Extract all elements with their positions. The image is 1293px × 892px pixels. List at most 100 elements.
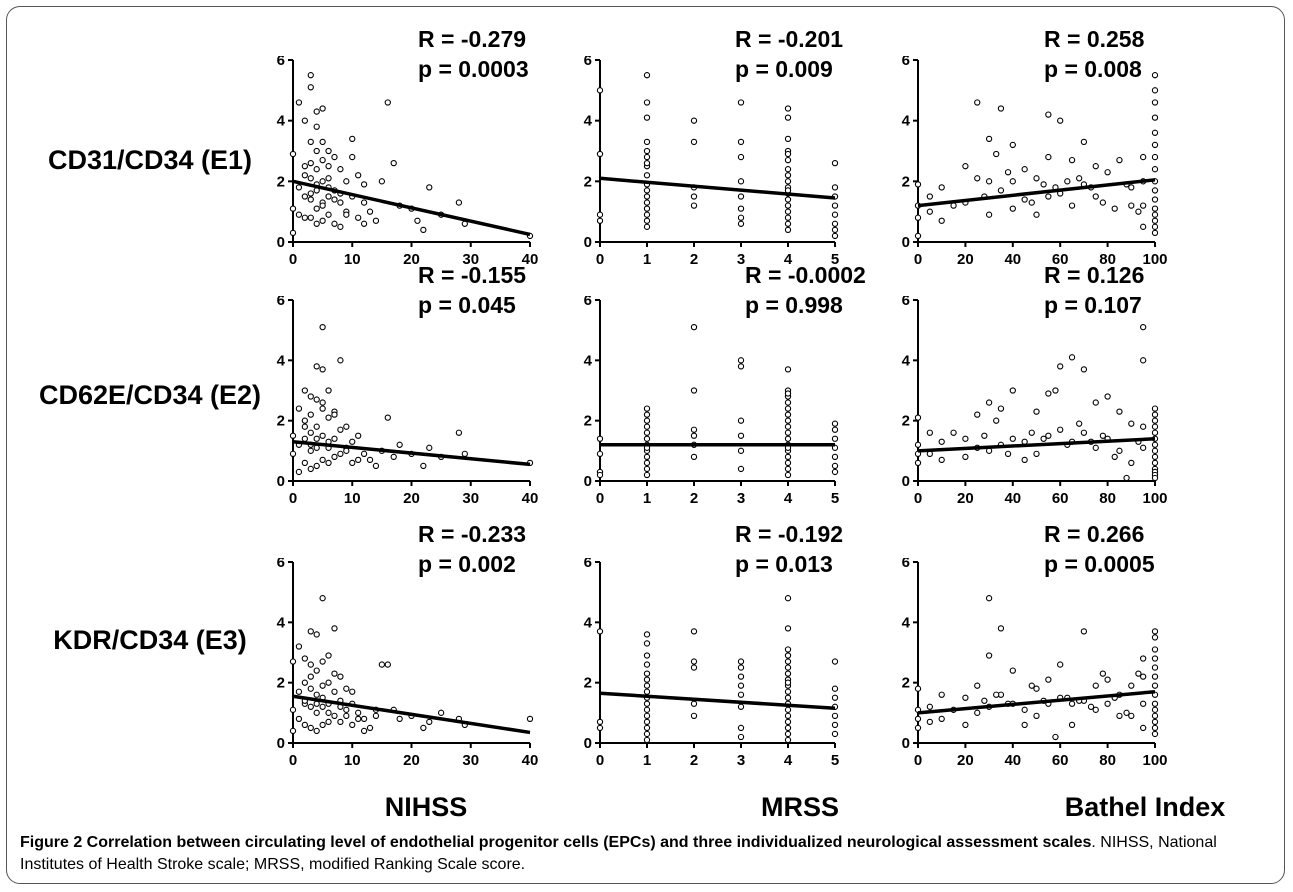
data-point bbox=[355, 715, 362, 723]
data-point bbox=[1104, 393, 1111, 400]
data-point bbox=[974, 709, 981, 716]
data-point bbox=[784, 135, 792, 143]
data-point bbox=[643, 217, 651, 224]
data-point bbox=[301, 423, 308, 430]
data-point bbox=[938, 456, 945, 464]
data-point bbox=[319, 456, 326, 464]
data-point bbox=[307, 685, 314, 692]
data-point bbox=[1151, 429, 1159, 436]
data-point bbox=[950, 429, 957, 436]
y-tick-label: 4 bbox=[584, 614, 593, 631]
data-point bbox=[643, 682, 651, 689]
scatter-panel-1-1: 0 2 4 6 0 1 2 3 4 5 bbox=[584, 296, 840, 507]
data-point bbox=[343, 211, 350, 218]
data-point bbox=[1021, 456, 1028, 464]
data-point bbox=[643, 453, 651, 461]
data-point bbox=[1009, 205, 1016, 212]
regression-line bbox=[917, 178, 1156, 208]
x-tick-label: 3 bbox=[737, 752, 745, 769]
data-point bbox=[319, 721, 326, 729]
x-tick-label: 0 bbox=[596, 251, 604, 268]
data-point bbox=[366, 724, 374, 732]
data-point bbox=[289, 706, 297, 713]
data-point bbox=[938, 217, 945, 224]
regression-line bbox=[599, 176, 836, 200]
data-point bbox=[372, 712, 380, 719]
y-tick-label: 4 bbox=[584, 113, 593, 130]
data-point bbox=[1099, 670, 1107, 677]
data-point bbox=[1076, 420, 1083, 427]
data-point bbox=[1111, 205, 1118, 212]
data-point bbox=[914, 459, 922, 467]
data-point bbox=[319, 202, 326, 209]
data-point bbox=[596, 87, 604, 94]
data-point bbox=[313, 444, 320, 451]
p-value-label: p = 0.045 bbox=[418, 292, 516, 318]
y-tick-label: 2 bbox=[902, 173, 910, 190]
row-label-e2: CD62E/CD34 (E2) bbox=[38, 380, 262, 410]
r-value-label: R = -0.279 bbox=[418, 26, 527, 52]
data-point bbox=[1123, 709, 1130, 716]
x-tick-label: 5 bbox=[831, 490, 839, 507]
data-point bbox=[360, 181, 368, 188]
data-point bbox=[1151, 205, 1159, 212]
y-tick-label: 4 bbox=[902, 614, 911, 631]
data-point bbox=[301, 435, 308, 442]
y-tick-label: 6 bbox=[902, 558, 910, 571]
row-label-e3: KDR/CD34 (E3) bbox=[53, 625, 247, 655]
data-point bbox=[831, 202, 839, 209]
data-point bbox=[737, 664, 745, 671]
data-point bbox=[784, 712, 792, 719]
data-point bbox=[1033, 450, 1040, 457]
r-value-label: R = -0.233 bbox=[418, 521, 527, 547]
data-point bbox=[1080, 429, 1088, 436]
data-point bbox=[643, 211, 651, 218]
data-point bbox=[643, 471, 651, 479]
data-point bbox=[1009, 387, 1016, 394]
data-point bbox=[831, 712, 839, 719]
data-point bbox=[985, 211, 993, 218]
data-point bbox=[372, 217, 380, 224]
data-point bbox=[784, 214, 792, 221]
data-point bbox=[737, 682, 745, 689]
data-point bbox=[784, 646, 792, 653]
data-point bbox=[1092, 399, 1099, 406]
data-point bbox=[343, 447, 350, 454]
x-tick-label: 20 bbox=[957, 490, 974, 507]
data-point bbox=[643, 429, 651, 436]
data-point bbox=[1104, 676, 1111, 683]
y-tick-label: 2 bbox=[584, 413, 592, 430]
data-point bbox=[378, 661, 386, 668]
data-point bbox=[1128, 202, 1135, 209]
data-point bbox=[1151, 664, 1159, 671]
data-point bbox=[343, 423, 350, 430]
data-point bbox=[737, 417, 745, 424]
data-point bbox=[981, 432, 988, 439]
x-tick-label: 20 bbox=[957, 752, 974, 769]
data-point bbox=[784, 150, 792, 158]
data-point bbox=[360, 199, 368, 206]
data-point bbox=[313, 631, 320, 638]
x-tick-label: 1 bbox=[643, 490, 651, 507]
x-tick-label: 80 bbox=[1099, 490, 1116, 507]
data-point bbox=[1151, 187, 1159, 194]
data-point bbox=[1139, 700, 1147, 707]
data-point bbox=[784, 453, 792, 461]
data-point bbox=[313, 700, 320, 707]
x-tick-label: 100 bbox=[1142, 490, 1167, 507]
figure-caption: Figure 2 Correlation between circulating… bbox=[20, 832, 1270, 876]
data-point bbox=[690, 700, 698, 707]
scatter-panel-2-1: 0 2 4 6 0 1 2 3 4 5 bbox=[584, 558, 840, 769]
data-point bbox=[596, 217, 604, 224]
data-point bbox=[950, 202, 957, 209]
data-point bbox=[295, 468, 303, 476]
data-point bbox=[784, 652, 792, 659]
data-point bbox=[831, 453, 839, 461]
data-point bbox=[737, 724, 745, 732]
p-value-label: p = 0.002 bbox=[418, 551, 516, 577]
data-point bbox=[1151, 217, 1159, 224]
y-tick-label: 0 bbox=[277, 234, 285, 251]
data-point bbox=[690, 323, 698, 331]
